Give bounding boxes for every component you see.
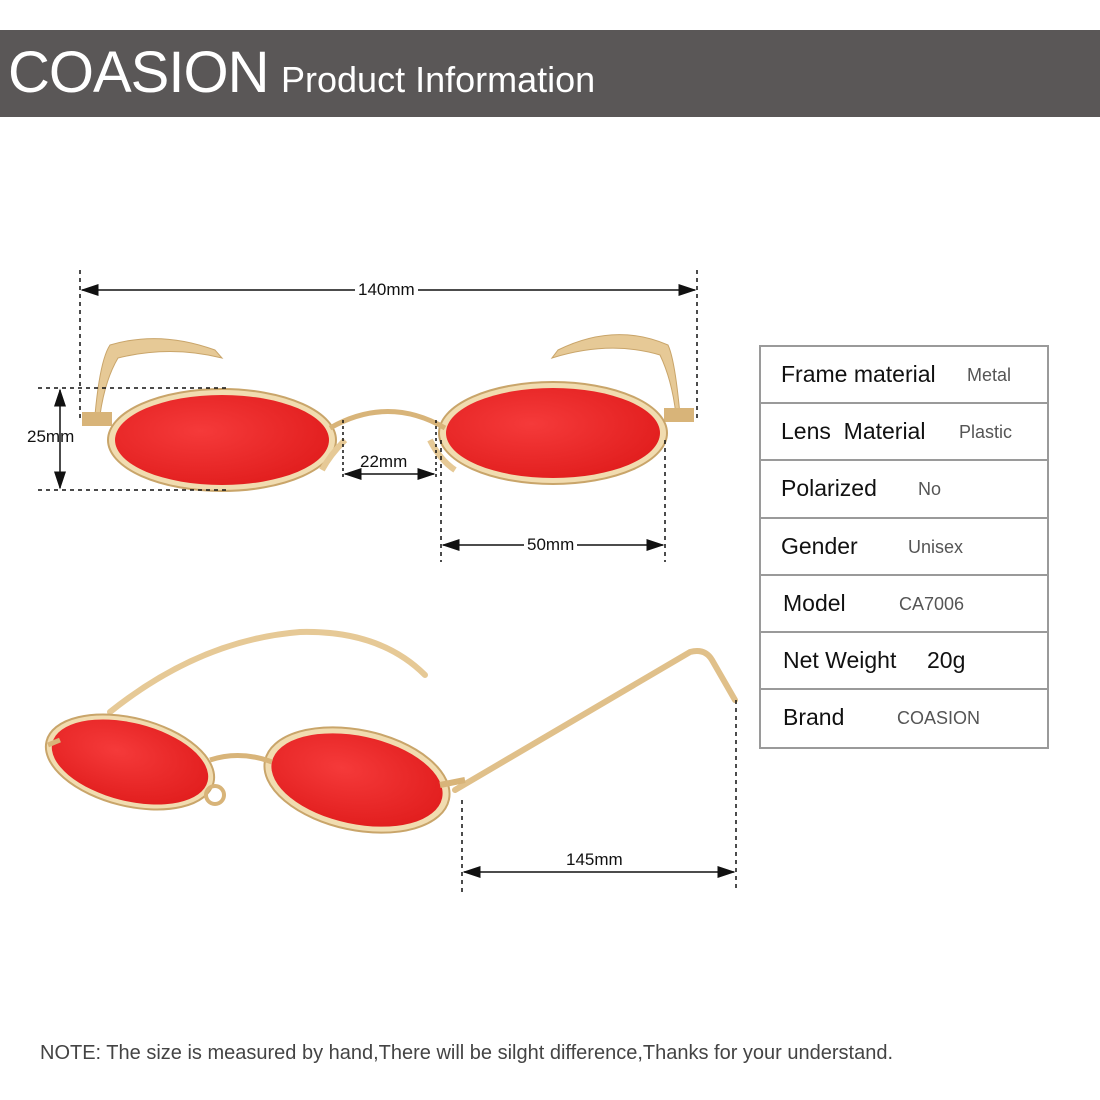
brand-title: COASION <box>8 40 269 105</box>
spec-value: Unisex <box>908 536 964 557</box>
spec-label: Lens Material <box>781 418 926 445</box>
spec-row-net-weight: Net Weight 20g <box>761 633 1047 691</box>
spec-value: CA7006 <box>899 593 965 614</box>
spec-label: Brand <box>783 704 845 731</box>
spec-label: Gender <box>781 532 858 559</box>
dim-lens-height: 25mm <box>27 427 75 446</box>
measurement-note: NOTE: The size is measured by hand,There… <box>40 1042 894 1064</box>
dim-total-width: 140mm <box>355 280 418 300</box>
temple-dimension <box>461 700 737 892</box>
spec-table: Frame material Metal Lens Material Plastic… <box>759 345 1049 750</box>
spec-label: Frame material <box>781 361 936 387</box>
spec-value: COASION <box>897 708 981 729</box>
side-view-glasses <box>44 628 738 834</box>
dim-lens-width: 50mm <box>524 535 578 555</box>
spec-row-lens-material: Lens Material Plastic <box>761 404 1047 462</box>
spec-label: Model <box>783 589 846 616</box>
spec-label: Net Weight <box>783 646 897 673</box>
spec-row-brand: Brand COASION <box>761 690 1047 747</box>
spec-value: Metal <box>967 365 1012 385</box>
spec-row-gender: Gender Unisex <box>761 519 1047 576</box>
dim-bridge: 22mm <box>360 452 408 471</box>
spec-row-polarized: Polarized No <box>761 461 1047 519</box>
spec-row-model: Model CA7006 <box>761 576 1047 633</box>
header-banner: COASION Product Information <box>0 30 1100 117</box>
front-view-glasses <box>82 334 694 492</box>
spec-row-frame-material: Frame material Metal <box>761 347 1047 405</box>
spec-value: 20g <box>927 646 966 673</box>
header-subtitle: Product Information <box>281 59 596 100</box>
spec-value: Plastic <box>959 422 1013 443</box>
dim-temple-length: 145mm <box>566 850 623 869</box>
spec-value: No <box>918 479 942 500</box>
spec-label: Polarized <box>781 475 877 502</box>
